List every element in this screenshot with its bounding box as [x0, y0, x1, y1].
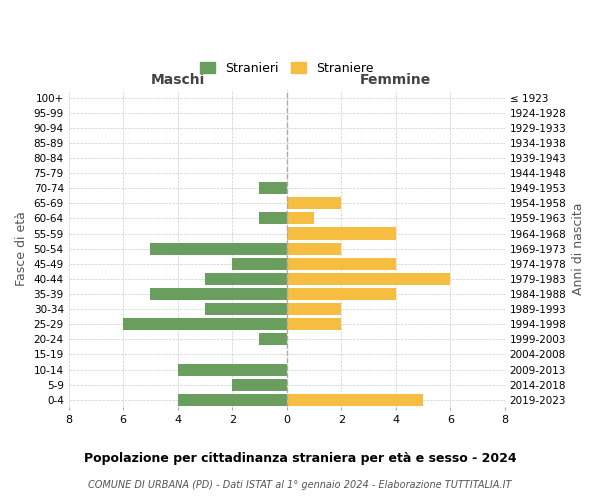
- Legend: Stranieri, Straniere: Stranieri, Straniere: [196, 58, 377, 78]
- Bar: [287, 318, 341, 330]
- Text: Popolazione per cittadinanza straniera per età e sesso - 2024: Popolazione per cittadinanza straniera p…: [83, 452, 517, 465]
- Bar: [178, 394, 287, 406]
- Y-axis label: Anni di nascita: Anni di nascita: [572, 202, 585, 295]
- Bar: [287, 288, 396, 300]
- Bar: [287, 242, 341, 254]
- Bar: [287, 198, 341, 209]
- Bar: [287, 258, 396, 270]
- Bar: [259, 334, 287, 345]
- Bar: [287, 273, 451, 285]
- Bar: [232, 378, 287, 390]
- Bar: [123, 318, 287, 330]
- Bar: [178, 364, 287, 376]
- Text: Maschi: Maschi: [151, 73, 205, 87]
- Bar: [232, 258, 287, 270]
- Text: Femmine: Femmine: [360, 73, 431, 87]
- Bar: [287, 303, 341, 315]
- Text: COMUNE DI URBANA (PD) - Dati ISTAT al 1° gennaio 2024 - Elaborazione TUTTITALIA.: COMUNE DI URBANA (PD) - Dati ISTAT al 1°…: [88, 480, 512, 490]
- Bar: [287, 394, 423, 406]
- Bar: [151, 288, 287, 300]
- Bar: [205, 273, 287, 285]
- Bar: [287, 228, 396, 239]
- Y-axis label: Fasce di età: Fasce di età: [15, 211, 28, 286]
- Bar: [259, 212, 287, 224]
- Bar: [205, 303, 287, 315]
- Bar: [151, 242, 287, 254]
- Bar: [259, 182, 287, 194]
- Bar: [287, 212, 314, 224]
